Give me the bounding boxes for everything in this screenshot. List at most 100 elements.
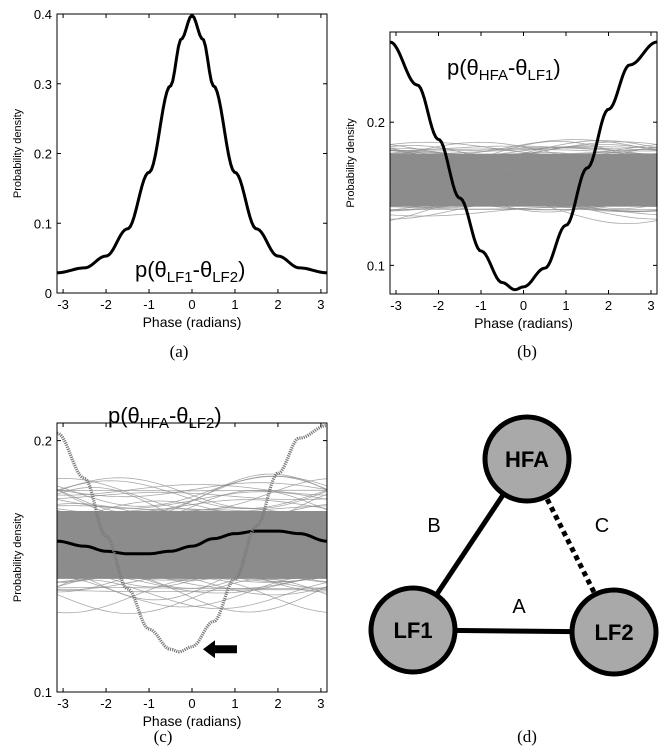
series-line-b-0 <box>390 40 657 292</box>
annotation-text: ) <box>214 403 221 428</box>
x-tick-label: 2 <box>274 297 281 312</box>
surrogate-curve <box>57 507 327 525</box>
annotation-text: ) <box>238 257 245 282</box>
x-tick-label: 3 <box>647 298 654 313</box>
x-axis-label: Phase (radians) <box>474 315 573 331</box>
plot-area-c: -3 -2 -1 0 1 2 3 0.1 0.2 Phase (radians) Probabili… <box>12 403 328 729</box>
surrogate-curve <box>57 525 327 558</box>
surrogate-curve <box>57 589 327 593</box>
node-LF1 <box>368 585 458 675</box>
y-tick-label: 0.1 <box>34 685 52 700</box>
x-tick-label: -1 <box>143 297 155 312</box>
surrogate-curve <box>390 144 657 160</box>
annotation-text: -θ <box>508 55 528 80</box>
x-tick-label: 0 <box>520 298 527 313</box>
node-label-LF2: LF2 <box>594 620 633 645</box>
panel-d: A B C HFA LF1 LF2 (d) <box>368 414 659 746</box>
surrogate-curve <box>390 152 657 160</box>
x-tick-label: -1 <box>143 696 155 711</box>
y-axis-label: Probability density <box>12 108 24 198</box>
surrogate-curve <box>57 578 327 614</box>
surrogate-curve <box>57 535 327 558</box>
x-axis-label: Phase (radians) <box>143 713 242 729</box>
y-tick-label: 0.3 <box>34 77 52 92</box>
surrogate-curve <box>390 178 657 192</box>
surrogate-curve <box>57 550 327 588</box>
surrogate-curve <box>390 182 657 196</box>
node-LF2 <box>569 587 659 677</box>
series-line-a-0 <box>57 14 327 275</box>
axes-box-a <box>56 13 328 294</box>
surrogate-curve <box>57 484 327 496</box>
surrogate-curve <box>57 477 327 510</box>
x-tick-label: 0 <box>188 696 195 711</box>
surrogate-curve <box>57 505 327 513</box>
y-axis-label: Probability density <box>12 512 24 602</box>
panel-annotation-c: p(θHFA-θLF2) <box>108 403 222 432</box>
panel-d-caption: (d) <box>517 727 537 746</box>
y-axis-label: Probability density <box>345 118 357 208</box>
surrogate-curve <box>57 579 327 609</box>
surrogate-curve <box>57 509 327 522</box>
surrogate-curve <box>57 541 327 562</box>
surrogate-curve <box>57 511 327 524</box>
surrogate-curve <box>390 196 657 209</box>
surrogate-curve <box>57 516 327 526</box>
x-tick-label: 1 <box>231 297 238 312</box>
surrogate-curve <box>390 185 657 213</box>
surrogate-curve <box>57 554 327 563</box>
surrogate-curve <box>57 563 327 582</box>
x-tick-label: -3 <box>57 297 69 312</box>
x-tick-label: -3 <box>390 298 402 313</box>
annotation-subscript: LF1 <box>528 67 554 84</box>
surrogate-curve <box>57 473 327 518</box>
panel-a-caption: (a) <box>170 342 189 361</box>
surrogate-curve <box>390 164 657 182</box>
series-line-c-1 <box>57 423 327 654</box>
surrogate-curve <box>57 563 327 593</box>
y-tick-label: 0.2 <box>34 434 52 449</box>
surrogate-curve <box>390 152 657 162</box>
surrogate-curve <box>390 194 657 212</box>
y-tick-label: 0.4 <box>34 7 52 22</box>
surrogate-curve <box>57 533 327 548</box>
x-axis-label: Phase (radians) <box>143 314 242 330</box>
panel-a: -3 -2 -1 0 1 2 3 0 0.1 0.2 0.3 0.4 Phase (radians) Pr… <box>12 7 328 361</box>
edge-label-A: A <box>512 596 526 618</box>
x-tick-label: -2 <box>100 696 112 711</box>
surrogate-curve <box>57 480 327 509</box>
annotation-text: p(θ <box>447 55 479 80</box>
x-tick-label: -1 <box>475 298 487 313</box>
surrogate-curve <box>390 146 657 160</box>
surrogate-curve <box>57 490 327 527</box>
surrogate-curve <box>57 551 327 562</box>
annotation-text: -θ <box>193 257 213 282</box>
panel-c-caption: (c) <box>154 727 173 746</box>
annotation-text: p(θ <box>135 257 167 282</box>
x-tick-label: 0 <box>188 297 195 312</box>
surrogate-curve <box>57 550 327 565</box>
surrogate-curve <box>57 560 327 569</box>
surrogate-curve <box>57 553 327 583</box>
panel-b-caption: (b) <box>517 342 537 361</box>
surrogate-curve <box>390 155 657 162</box>
x-tick-label: 1 <box>562 298 569 313</box>
panel-c: -3 -2 -1 0 1 2 3 0.1 0.2 Phase (radians) Probabili… <box>12 403 328 746</box>
annotation-subscript: HFA <box>140 415 169 432</box>
x-tick-label: -2 <box>433 298 445 313</box>
panel-annotation-a: p(θLF1-θLF2) <box>135 257 245 286</box>
plot-area-a: -3 -2 -1 0 1 2 3 0 0.1 0.2 0.3 0.4 Phase (radians) Pr… <box>12 7 328 330</box>
surrogate-curve <box>57 578 327 614</box>
network-diagram: A B C HFA LF1 LF2 <box>368 414 659 677</box>
x-tick-label: 3 <box>317 297 324 312</box>
surrogate-curve <box>57 544 327 568</box>
annotation-subscript: LF1 <box>167 269 193 286</box>
surrogate-curve <box>390 184 657 198</box>
annotation-subscript: LF2 <box>212 269 238 286</box>
surrogate-curve <box>57 554 327 573</box>
surrogate-curve <box>57 475 327 515</box>
node-label-HFA: HFA <box>505 447 549 472</box>
surrogate-curve <box>390 181 657 200</box>
annotation-text: ) <box>553 55 560 80</box>
